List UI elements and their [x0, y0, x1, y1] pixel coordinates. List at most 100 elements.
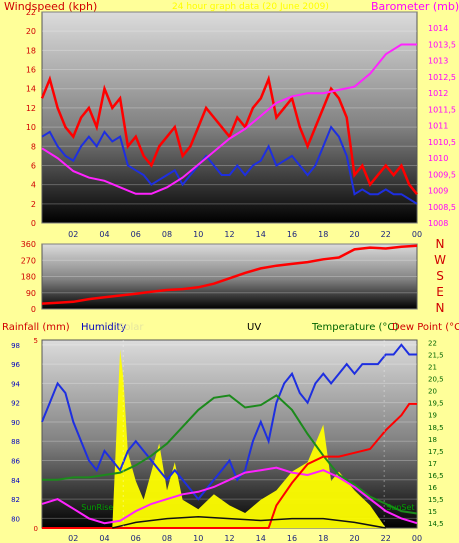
- windspeed-tick-label: 14: [26, 85, 36, 94]
- gust-line: [40, 74, 418, 195]
- barometer-tick-label: 1010: [428, 154, 448, 163]
- barometer-tick-label: 1012: [428, 89, 448, 98]
- humidity-tick-label: 90: [11, 419, 20, 427]
- compass-label: W: [434, 253, 446, 267]
- rainfall-tick-label: 5: [34, 337, 38, 345]
- humidity-tick-label: 84: [11, 477, 20, 485]
- windspeed-tick-label: 18: [26, 46, 36, 55]
- humidity-tick-label: 92: [11, 400, 20, 408]
- time-tick-label: 04: [99, 230, 109, 239]
- humidity-tick-label: 96: [11, 361, 20, 369]
- direction-tick-label: 360: [21, 240, 36, 249]
- direction-line: [41, 244, 418, 305]
- time-tick-label: 00: [412, 534, 422, 543]
- windspeed-tick-label: 16: [26, 66, 36, 75]
- direction-tick-label: 90: [26, 289, 36, 298]
- temperature-tick-label: 21,5: [428, 351, 444, 359]
- time-tick-label: 14: [256, 534, 266, 543]
- barometer-tick-label: 1012,5: [428, 73, 456, 82]
- sunrise-label: SunRise: [81, 503, 113, 512]
- humidity-tick-label: 86: [11, 458, 20, 466]
- dewpoint-axis-label: Dew Point (°C: [392, 322, 459, 333]
- time-tick-label: 16: [287, 230, 297, 239]
- windspeed-tick-label: 10: [26, 123, 36, 132]
- time-tick-label: 22: [381, 230, 391, 239]
- humidity-tick-label: 82: [11, 496, 20, 504]
- direction-tick-label: 270: [21, 256, 36, 265]
- compass-label: N: [436, 301, 445, 315]
- graph-title: 24 hour graph data (20 June 2009): [172, 2, 329, 12]
- temperature-tick-label: 15,5: [428, 496, 444, 504]
- temperature-tick-label: 14,5: [428, 520, 444, 528]
- humidity-line: [41, 343, 417, 501]
- barometer-tick-label: 1010,5: [428, 138, 456, 147]
- temperature-tick-label: 18: [428, 436, 437, 444]
- barometer-tick-label: 1013,5: [428, 40, 456, 49]
- barometer-tick-label: 1014: [428, 24, 448, 33]
- windspeed-axis-label: Windspeed (kph): [4, 0, 97, 13]
- temperature-tick-label: 17: [428, 460, 437, 468]
- time-tick-label: 12: [224, 534, 234, 543]
- windspeed-tick-label: 22: [26, 8, 36, 17]
- time-tick-label: 00: [412, 230, 422, 239]
- humidity-axis-label: Humidity: [81, 322, 126, 333]
- uv-line: [112, 515, 386, 529]
- temperature-tick-label: 19: [428, 412, 437, 420]
- temperature-axis-label: Temperature (°C): [311, 322, 398, 333]
- time-tick-label: 08: [162, 534, 172, 543]
- windspeed-tick-label: 8: [31, 142, 36, 151]
- rainfall-tick-label: 0: [34, 525, 38, 533]
- barometer-tick-label: 1008: [428, 219, 448, 228]
- time-tick-label: 02: [68, 230, 78, 239]
- time-tick-label: 20: [349, 230, 359, 239]
- barometer-tick-label: 1011: [428, 122, 448, 131]
- time-tick-label: 18: [318, 534, 328, 543]
- windspeed-tick-label: 12: [26, 104, 36, 113]
- time-tick-label: 16: [287, 534, 297, 543]
- dewpoint-line: [42, 394, 418, 515]
- compass-label: S: [436, 269, 444, 283]
- compass-label: N: [436, 237, 445, 251]
- temperature-line: [41, 466, 418, 525]
- barometer-tick-label: 1011,5: [428, 105, 456, 114]
- time-tick-label: 10: [193, 534, 203, 543]
- solar-area: [112, 349, 386, 528]
- windspeed-tick-label: 4: [31, 181, 36, 190]
- compass-label: E: [436, 285, 444, 299]
- windspeed-tick-label: 0: [31, 219, 36, 228]
- rainfall-axis-label: Rainfall (mm): [2, 322, 70, 333]
- time-tick-label: 02: [68, 534, 78, 543]
- barometer-tick-label: 1013: [428, 57, 448, 66]
- uv-axis-label: UV: [247, 322, 261, 333]
- barometer-tick-label: 1009: [428, 187, 448, 196]
- temperature-tick-label: 16,5: [428, 472, 444, 480]
- time-tick-label: 14: [256, 230, 266, 239]
- windspeed-tick-label: 20: [26, 27, 36, 36]
- temperature-tick-label: 17,5: [428, 448, 444, 456]
- time-tick-label: 06: [131, 230, 141, 239]
- barometer-tick-label: 1009,5: [428, 170, 456, 179]
- time-tick-label: 20: [349, 534, 359, 543]
- humidity-tick-label: 98: [11, 342, 20, 350]
- time-tick-label: 18: [318, 230, 328, 239]
- time-tick-label: 12: [224, 230, 234, 239]
- temperature-tick-label: 16: [428, 484, 437, 492]
- wind-plot-area: [41, 11, 418, 224]
- time-tick-label: 08: [162, 230, 172, 239]
- windspeed-tick-label: 2: [31, 200, 36, 209]
- rainfall-line: [42, 402, 417, 529]
- time-tick-label: 06: [131, 534, 141, 543]
- barometer-line: [41, 43, 417, 195]
- temperature-tick-label: 15: [428, 508, 437, 516]
- temperature-tick-label: 20,5: [428, 376, 444, 384]
- sunset-label: SunSet: [386, 503, 414, 512]
- barometer-tick-label: 1008,5: [428, 203, 456, 212]
- time-tick-label: 04: [99, 534, 109, 543]
- time-tick-label: 22: [381, 534, 391, 543]
- solar-axis-label: Solar: [118, 322, 144, 333]
- average-line: [41, 125, 418, 205]
- windspeed-tick-label: 6: [31, 161, 36, 170]
- temperature-tick-label: 22: [428, 339, 437, 347]
- direction-tick-label: 0: [31, 305, 36, 314]
